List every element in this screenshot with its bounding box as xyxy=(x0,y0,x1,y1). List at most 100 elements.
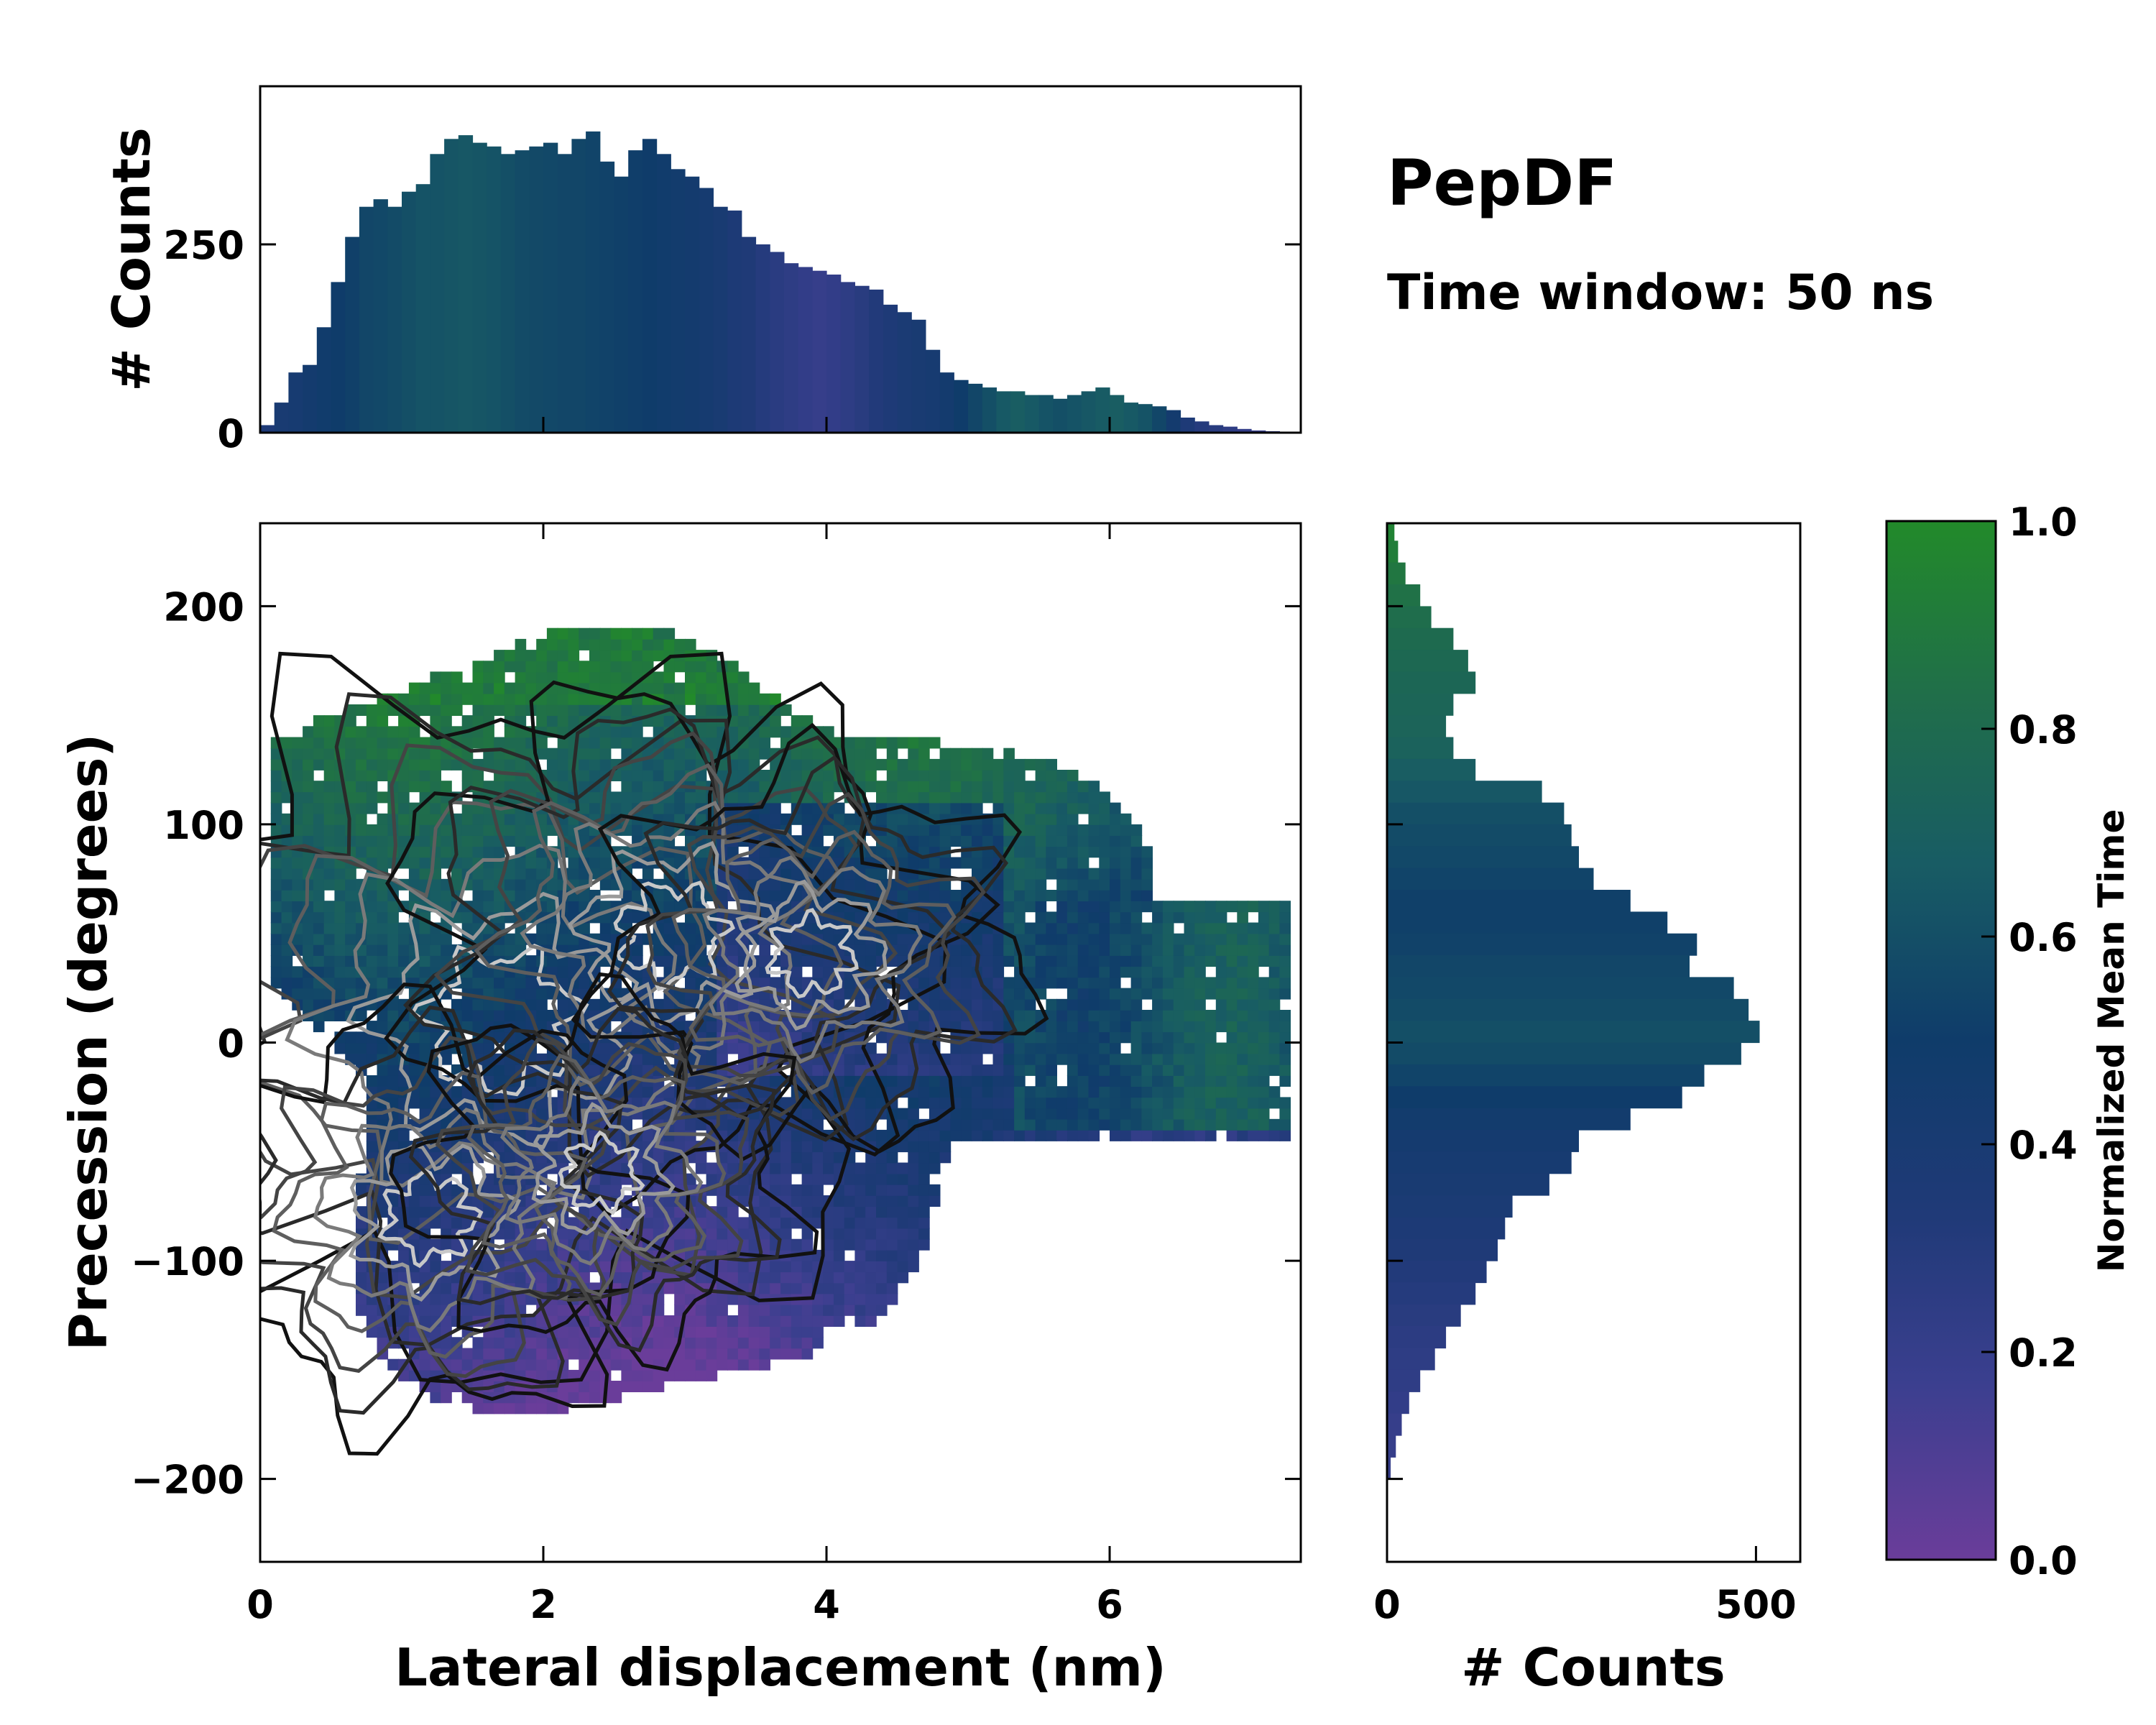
heatmap-cell xyxy=(918,835,930,847)
heatmap-cell xyxy=(642,638,654,650)
top-ytick-label: 250 xyxy=(163,223,244,268)
heatmap-cell xyxy=(1003,901,1015,913)
heatmap-cell xyxy=(1268,1021,1281,1033)
heatmap-cell xyxy=(313,781,325,793)
heatmap-cell xyxy=(599,737,612,749)
heatmap-cell xyxy=(1024,1064,1036,1076)
heatmap-cell xyxy=(366,944,378,956)
heatmap-cell xyxy=(780,1184,792,1196)
top-histogram-bar xyxy=(939,372,954,433)
heatmap-cell xyxy=(504,868,516,880)
heatmap-cell xyxy=(356,1184,367,1196)
heatmap-cell xyxy=(653,781,665,793)
heatmap-cell xyxy=(1035,944,1047,956)
heatmap-cell xyxy=(377,890,389,901)
heatmap-cell xyxy=(1152,1064,1164,1076)
heatmap-cell xyxy=(387,1075,399,1087)
heatmap-cell xyxy=(854,1206,866,1218)
heatmap-cell xyxy=(419,813,431,825)
heatmap-cell xyxy=(663,627,676,640)
heatmap-cell xyxy=(653,1326,665,1338)
heatmap-cell xyxy=(972,1129,983,1141)
heatmap-cell xyxy=(854,1282,866,1294)
contour-line xyxy=(571,722,1049,1162)
heatmap-cell xyxy=(1184,944,1196,956)
heatmap-cell xyxy=(398,824,410,836)
heatmap-cell xyxy=(1152,988,1164,1000)
heatmap-cell xyxy=(844,813,856,825)
heatmap-cell xyxy=(1046,758,1057,770)
heatmap-cell xyxy=(632,661,643,673)
heatmap-cell xyxy=(1162,966,1174,978)
heatmap-cell xyxy=(1130,911,1143,924)
heatmap-cell xyxy=(345,922,356,934)
heatmap-cell xyxy=(1173,966,1185,978)
heatmap-cell xyxy=(536,748,548,760)
heatmap-cell xyxy=(1067,1075,1079,1087)
heatmap-cell xyxy=(419,922,431,934)
heatmap-cell xyxy=(695,1151,707,1164)
heatmap-cell xyxy=(1120,955,1132,967)
top-histogram-bar xyxy=(770,252,785,433)
heatmap-cell xyxy=(1046,998,1057,1011)
heatmap-cell xyxy=(377,977,389,989)
top-histogram-bar xyxy=(897,312,912,433)
heatmap-cell xyxy=(1268,1086,1281,1098)
heatmap-cell xyxy=(1205,922,1217,934)
heatmap-cell xyxy=(695,813,707,825)
heatmap-cell xyxy=(430,1086,441,1098)
heatmap-cell xyxy=(791,1129,803,1141)
heatmap-cell xyxy=(780,1282,792,1294)
heatmap-cell xyxy=(854,737,866,749)
heatmap-cell xyxy=(494,1097,505,1109)
heatmap-cell xyxy=(865,770,877,781)
heatmap-cell xyxy=(1003,1118,1015,1131)
heatmap-cell xyxy=(451,1217,463,1229)
heatmap-cell xyxy=(1056,846,1068,858)
heatmap-cell xyxy=(876,1195,888,1207)
heatmap-cell xyxy=(292,791,303,804)
heatmap-cell xyxy=(1046,1129,1057,1141)
heatmap-cell xyxy=(653,802,665,814)
heatmap-cell xyxy=(1024,824,1036,836)
heatmap-cell xyxy=(557,638,569,650)
heatmap-cell xyxy=(695,1326,707,1338)
heatmap-cell xyxy=(1077,802,1089,814)
heatmap-cell xyxy=(918,770,930,781)
right-histogram-bar xyxy=(1387,1348,1435,1371)
heatmap-cell xyxy=(780,1173,792,1185)
heatmap-cell xyxy=(653,890,665,901)
heatmap-cell xyxy=(1130,890,1143,901)
heatmap-cell xyxy=(387,955,399,967)
heatmap-cell xyxy=(1194,966,1206,978)
heatmap-cell xyxy=(801,758,814,770)
heatmap-cell xyxy=(950,748,962,760)
top-histogram-bar xyxy=(1067,395,1082,433)
heatmap-cell xyxy=(833,998,845,1011)
heatmap-cell xyxy=(621,1381,632,1392)
heatmap-cell xyxy=(897,857,909,869)
heatmap-cell xyxy=(377,1010,389,1021)
heatmap-cell xyxy=(961,1053,972,1065)
heatmap-cell xyxy=(759,977,770,989)
heatmap-cell xyxy=(1077,966,1089,978)
heatmap-cell xyxy=(653,1369,665,1381)
heatmap-cell xyxy=(918,1173,930,1185)
heatmap-cell xyxy=(897,1217,909,1229)
heatmap-cell xyxy=(1141,868,1153,880)
heatmap-cell xyxy=(929,835,941,847)
heatmap-cell xyxy=(1279,955,1291,967)
heatmap-cell xyxy=(653,1151,665,1164)
heatmap-cell xyxy=(992,791,1005,804)
heatmap-cell xyxy=(1268,966,1281,978)
heatmap-cell xyxy=(345,911,356,924)
heatmap-cell xyxy=(642,682,654,694)
heatmap-cell xyxy=(557,770,569,781)
heatmap-cell xyxy=(303,813,314,825)
heatmap-cell xyxy=(515,878,527,891)
top-histogram-bar xyxy=(274,402,289,433)
right-histogram-bar xyxy=(1387,715,1447,738)
heatmap-cell xyxy=(1226,1097,1238,1109)
heatmap-cell xyxy=(801,1151,814,1164)
heatmap-cell xyxy=(791,1282,803,1294)
